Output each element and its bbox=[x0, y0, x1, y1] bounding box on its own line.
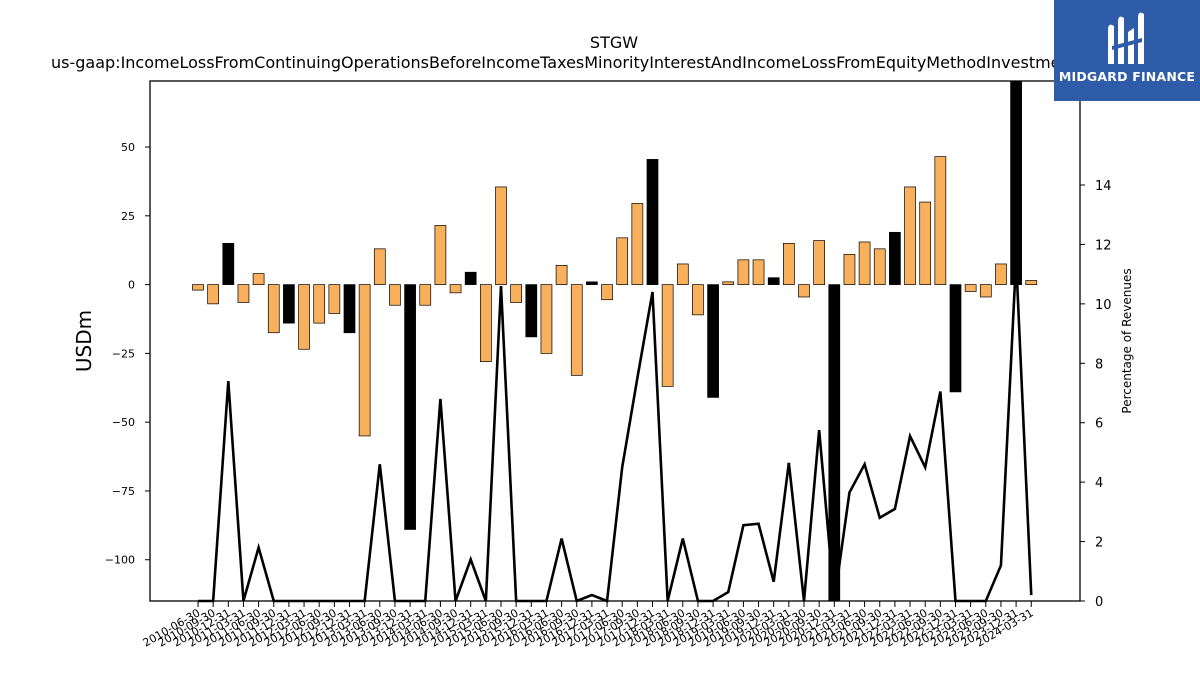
bar-2021-09-30 bbox=[873, 248, 886, 285]
bar-2021-12-31 bbox=[889, 231, 901, 285]
y-tick-label: −50 bbox=[112, 416, 135, 429]
bar-2020-03-31 bbox=[782, 242, 795, 285]
y-tick-label: −75 bbox=[112, 485, 135, 498]
y2-tick-label: 4 bbox=[1095, 476, 1103, 491]
bar-2011-09-30 bbox=[267, 284, 280, 334]
bars-layer bbox=[192, 80, 1038, 602]
bar-2011-12-31 bbox=[283, 284, 295, 324]
y2-tick-label: 0 bbox=[1095, 595, 1103, 610]
bar-2023-06-30 bbox=[979, 284, 992, 298]
y2-tick-label: 6 bbox=[1095, 417, 1103, 432]
y-axis: −100 −75 −50 −25 0 25 50 bbox=[105, 141, 150, 567]
y2-axis-label: Percentage of Revenues bbox=[1120, 268, 1134, 413]
bar-2010-12-31 bbox=[222, 242, 235, 285]
plot-frame bbox=[149, 80, 1081, 602]
bar-2013-09-30 bbox=[389, 284, 401, 306]
y-tick-label: 25 bbox=[121, 210, 135, 223]
bar-2022-12-31 bbox=[949, 284, 962, 393]
bar-2022-06-30 bbox=[919, 201, 932, 285]
bar-2014-03-31 bbox=[419, 284, 432, 306]
bar-2015-09-30 bbox=[510, 284, 522, 303]
bar-2010-09-30 bbox=[207, 284, 219, 305]
bar-2021-06-30 bbox=[858, 241, 871, 285]
bar-2017-03-31 bbox=[601, 284, 613, 301]
bar-2016-03-31 bbox=[540, 284, 553, 354]
bar-2015-12-31 bbox=[525, 284, 538, 338]
bar-2020-09-30 bbox=[813, 240, 826, 285]
chart-subtitle: us-gaap:IncomeLossFromContinuingOperatio… bbox=[51, 53, 1085, 72]
bar-2021-03-31 bbox=[843, 253, 856, 285]
bar-2023-03-31 bbox=[964, 284, 977, 292]
bar-2011-03-31 bbox=[237, 284, 250, 303]
bar-2020-06-30 bbox=[798, 284, 810, 298]
y2-tick-label: 12 bbox=[1095, 238, 1112, 253]
y-tick-label: −25 bbox=[112, 347, 135, 360]
bar-2012-12-31 bbox=[343, 284, 356, 334]
bar-2012-09-30 bbox=[328, 284, 341, 314]
bar-2016-09-30 bbox=[570, 284, 583, 376]
bar-2015-06-30 bbox=[495, 186, 507, 285]
midgard-finance-logo: MIDGARD FINANCE bbox=[1054, 0, 1200, 101]
bar-2023-09-30 bbox=[995, 263, 1007, 285]
y2-axis: 0 2 4 6 8 10 12 14 bbox=[1080, 179, 1112, 610]
chart-title: STGW bbox=[590, 33, 638, 52]
bar-2014-06-30 bbox=[434, 225, 447, 285]
bar-2017-06-30 bbox=[616, 237, 629, 285]
y-tick-label: −100 bbox=[105, 554, 135, 567]
midgard-logo-icon bbox=[1108, 12, 1144, 65]
y2-tick-label: 14 bbox=[1095, 179, 1112, 194]
bar-2019-12-31 bbox=[767, 277, 780, 285]
bar-2024-03-31 bbox=[1025, 280, 1038, 285]
bar-2018-09-30 bbox=[692, 284, 704, 316]
bar-2014-09-30 bbox=[449, 284, 462, 294]
bar-2017-12-31 bbox=[646, 159, 659, 285]
bar-2018-12-31 bbox=[707, 284, 719, 398]
y-axis-label: USDm bbox=[72, 310, 96, 372]
bar-2016-12-31 bbox=[586, 281, 598, 285]
bar-2022-09-30 bbox=[934, 156, 947, 285]
bar-2018-06-30 bbox=[676, 263, 689, 285]
bar-2023-12-31 bbox=[1010, 80, 1022, 285]
bar-2012-03-31 bbox=[298, 284, 310, 350]
bar-2017-09-30 bbox=[631, 203, 644, 285]
bar-2019-06-30 bbox=[737, 259, 750, 285]
bar-2016-06-30 bbox=[555, 264, 568, 285]
bar-2018-03-31 bbox=[661, 284, 674, 387]
y2-tick-label: 8 bbox=[1095, 357, 1103, 372]
bar-2013-03-31 bbox=[358, 284, 371, 437]
bar-2015-03-31 bbox=[480, 284, 492, 362]
bar-2014-12-31 bbox=[464, 271, 477, 285]
y-tick-label: 0 bbox=[128, 279, 135, 292]
x-axis: 2010-06-302010-09-302010-12-312011-03-31… bbox=[141, 601, 1036, 650]
bar-2010-06-30 bbox=[192, 284, 204, 291]
bar-2022-03-31 bbox=[904, 186, 916, 285]
bar-2013-12-31 bbox=[404, 284, 416, 530]
bar-2019-09-30 bbox=[752, 259, 765, 285]
y-tick-label: 50 bbox=[121, 141, 135, 154]
bar-2019-03-31 bbox=[722, 281, 735, 285]
bar-2011-06-30 bbox=[252, 273, 265, 285]
y2-tick-label: 2 bbox=[1095, 536, 1103, 551]
y2-tick-label: 10 bbox=[1095, 298, 1112, 313]
bar-2012-06-30 bbox=[313, 284, 326, 324]
logo-text: MIDGARD FINANCE bbox=[1058, 69, 1196, 84]
bar-2013-06-30 bbox=[373, 248, 386, 285]
